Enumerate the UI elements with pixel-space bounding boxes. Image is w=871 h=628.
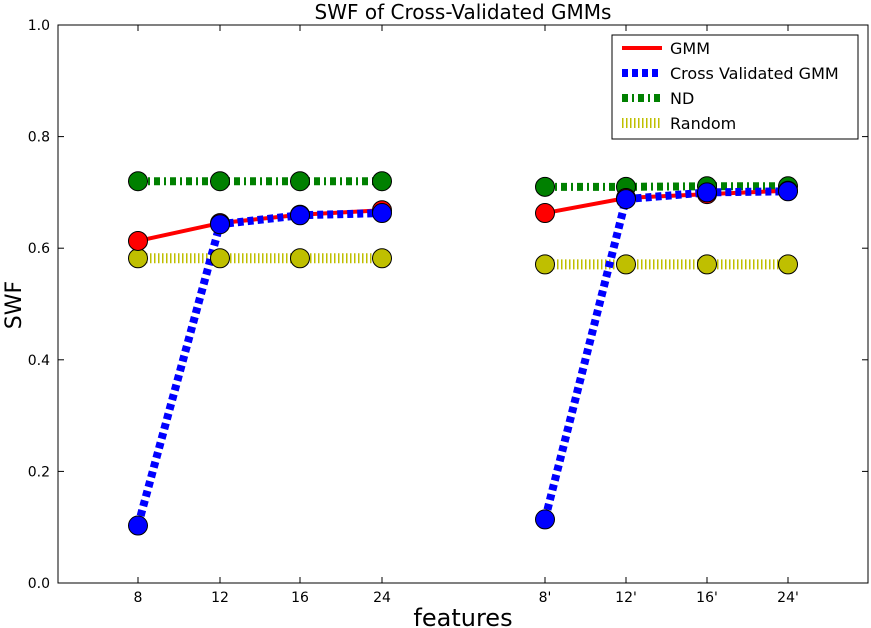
point-nd	[372, 171, 392, 192]
legend-label: Cross Validated GMM	[670, 64, 839, 83]
point-random	[210, 248, 230, 269]
point-cross-validated-gmm	[128, 515, 148, 536]
plot-area: 0.0 0.2 0.4 0.6 0.8 1.0 8 12 16 24 8' 12' 16' 24'	[28, 18, 869, 606]
point-nd	[128, 171, 148, 192]
legend: GMM Cross Validated GMM ND Random	[611, 34, 859, 140]
point-cross-validated-gmm	[290, 205, 310, 226]
y-tick-label: 0.2	[28, 464, 50, 480]
x-tick-label: 12'	[615, 590, 637, 606]
legend-label: GMM	[670, 39, 710, 58]
y-tick-label: 0.8	[28, 130, 50, 146]
plot-frame	[57, 24, 869, 584]
x-tick-label: 12	[211, 590, 229, 606]
legend-label: ND	[670, 89, 694, 108]
y-tick-label: 0.0	[28, 576, 50, 592]
point-random	[290, 248, 310, 269]
point-random	[372, 248, 392, 269]
point-nd	[535, 176, 555, 197]
point-random	[535, 254, 555, 275]
point-cross-validated-gmm	[372, 203, 392, 224]
y-tick-label: 1.0	[28, 18, 50, 34]
legend-box	[611, 34, 859, 140]
point-random	[616, 254, 636, 275]
x-tick-label: 8	[134, 590, 143, 606]
point-gmm	[128, 230, 148, 251]
point-cross-validated-gmm	[616, 189, 636, 210]
series-line-cross-validated-gmm	[134, 209, 383, 527]
point-nd	[210, 171, 230, 192]
series-line-gmm	[137, 208, 383, 243]
y-tick-label: 0.6	[28, 241, 50, 257]
x-tick-label: 24	[373, 590, 391, 606]
x-tick-label: 16'	[696, 590, 718, 606]
chart-title: SWF of Cross-Validated GMMs	[315, 0, 612, 24]
point-random	[778, 254, 798, 275]
series-line-nd	[545, 182, 788, 191]
point-nd	[290, 171, 310, 192]
series-line-cross-validated-gmm	[541, 187, 789, 521]
point-cross-validated-gmm	[778, 181, 798, 202]
point-cross-validated-gmm	[210, 214, 230, 235]
x-tick-label: 24'	[777, 590, 799, 606]
x-tick-label: 8'	[539, 590, 552, 606]
legend-label: Random	[670, 114, 736, 133]
point-cross-validated-gmm	[535, 509, 555, 530]
y-axis-label: SWF	[2, 281, 27, 329]
point-random	[697, 254, 717, 275]
point-random	[128, 248, 148, 269]
y-tick-label: 0.4	[28, 353, 50, 369]
x-axis-label: features	[413, 604, 512, 628]
x-tick-label: 16	[291, 590, 309, 606]
point-gmm	[535, 203, 555, 224]
point-cross-validated-gmm	[697, 182, 717, 203]
